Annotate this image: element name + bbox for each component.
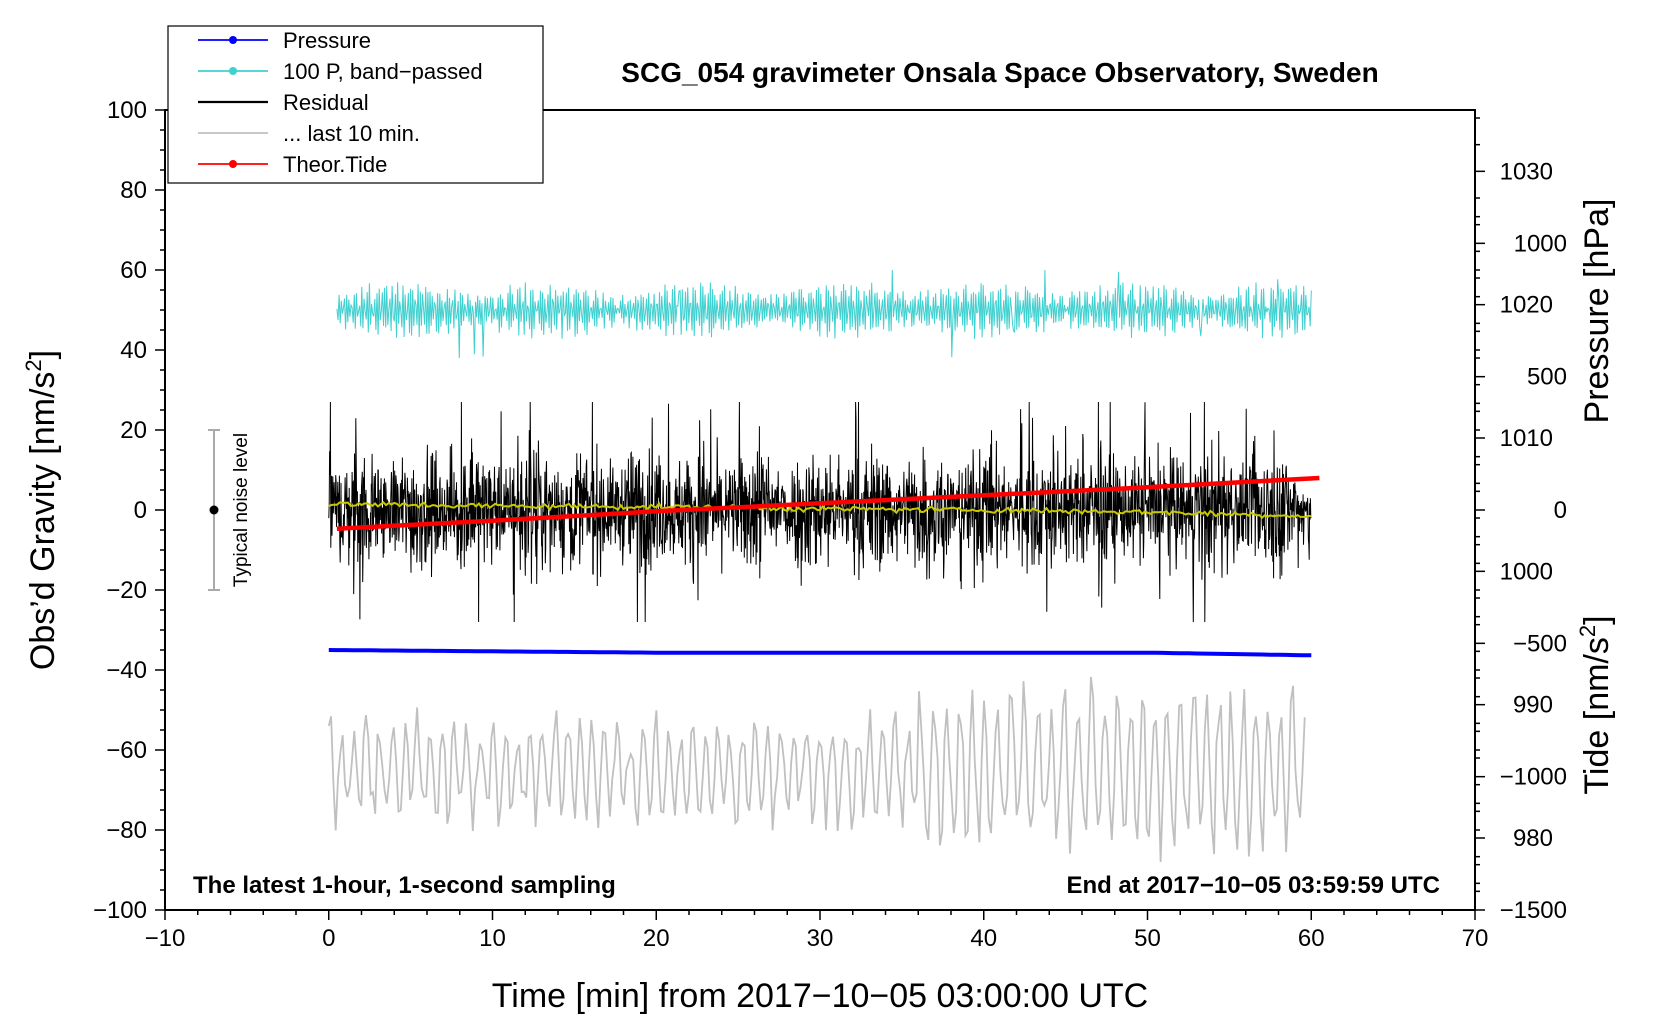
series-theor-tide-line bbox=[336, 475, 1320, 531]
legend-item: Theor.Tide bbox=[198, 152, 387, 177]
x-tick-label: 30 bbox=[807, 925, 834, 952]
y-tick-label: 20 bbox=[120, 417, 147, 444]
y-tick-label: 100 bbox=[107, 97, 147, 124]
x-tick-label: 0 bbox=[322, 925, 335, 952]
legend-item: 100 P, band−passed bbox=[198, 59, 483, 84]
pressure-tick-label: 1030 bbox=[1500, 158, 1553, 185]
pressure-tick-label: 1020 bbox=[1500, 292, 1553, 319]
legend-marker bbox=[229, 67, 237, 75]
legend-marker bbox=[229, 160, 237, 168]
tide-tick-label: −1000 bbox=[1500, 764, 1567, 791]
y-tick-label: −100 bbox=[93, 897, 147, 924]
series-residual-smoothed bbox=[328, 500, 1312, 519]
tide-axis-ticks: 1000 500 0 −500 −1000 −1500 bbox=[1475, 215, 1567, 924]
legend-label: Theor.Tide bbox=[283, 152, 387, 177]
series-pressure-band-passed bbox=[336, 269, 1312, 359]
tide-tick-label: 500 bbox=[1527, 364, 1567, 391]
x-tick-label: 60 bbox=[1298, 925, 1325, 952]
y-tick-label: −80 bbox=[106, 817, 147, 844]
series-pressure-band-passed-line bbox=[336, 269, 1312, 359]
pressure-tick-label: 990 bbox=[1513, 692, 1553, 719]
y-tick-label: 40 bbox=[120, 337, 147, 364]
series-last-10-min-line bbox=[327, 676, 1306, 863]
legend-item: Residual bbox=[198, 90, 369, 115]
pressure-tick-label: 1000 bbox=[1500, 558, 1553, 585]
legend-item: Pressure bbox=[198, 28, 371, 53]
y-tick-label: −20 bbox=[106, 577, 147, 604]
pressure-tick-label: 980 bbox=[1513, 825, 1553, 852]
pressure-axis-ticks: 1030 1020 1010 1000 990 980 bbox=[1475, 117, 1553, 893]
x-axis-label: Time [min] from 2017−10−05 03:00:00 UTC bbox=[492, 977, 1148, 1015]
series-pressure-line bbox=[328, 648, 1312, 658]
legend-item: ... last 10 min. bbox=[198, 121, 420, 146]
annotation-sampling: The latest 1-hour, 1-second sampling bbox=[193, 872, 616, 899]
y-tick-label: −60 bbox=[106, 737, 147, 764]
legend-marker bbox=[229, 36, 237, 44]
y-axis-label-left: Obs’d Gravity [nm/s2] bbox=[21, 350, 62, 670]
series-residual-smoothed-line bbox=[328, 500, 1312, 519]
series-last-10-min bbox=[327, 676, 1306, 863]
legend-label: ... last 10 min. bbox=[283, 121, 420, 146]
y-axis-label-pressure: Pressure [hPa] bbox=[1578, 199, 1616, 424]
y-tick-label: 60 bbox=[120, 257, 147, 284]
tide-tick-label: 1000 bbox=[1514, 230, 1567, 257]
y-tick-label: 0 bbox=[134, 497, 147, 524]
legend-label: Pressure bbox=[283, 28, 371, 53]
noise-bar-center-dot bbox=[209, 505, 219, 515]
noise-level-label: Typical noise level bbox=[231, 433, 252, 587]
x-tick-label: 20 bbox=[643, 925, 670, 952]
x-tick-label: 10 bbox=[479, 925, 506, 952]
noise-level-indicator: Typical noise level bbox=[208, 429, 252, 591]
legend-label: 100 P, band−passed bbox=[283, 59, 483, 84]
y-axis-label-tide: Tide [nm/s2] bbox=[1575, 615, 1616, 794]
tide-tick-label: 0 bbox=[1554, 497, 1567, 524]
x-tick-label: 50 bbox=[1134, 925, 1161, 952]
chart-title: SCG_054 gravimeter Onsala Space Observat… bbox=[621, 57, 1378, 88]
tide-tick-label: −500 bbox=[1513, 630, 1567, 657]
tide-tick-label: −1500 bbox=[1500, 897, 1567, 924]
pressure-tick-label: 1010 bbox=[1500, 425, 1553, 452]
y-tick-label: 80 bbox=[120, 177, 147, 204]
legend-box bbox=[167, 25, 544, 184]
series-theor-tide bbox=[336, 475, 1320, 531]
legend: Pressure 100 P, band−passed Residual ... la… bbox=[167, 25, 544, 184]
annotation-end-time: End at 2017−10−05 03:59:59 UTC bbox=[1066, 872, 1440, 899]
x-tick-label: −10 bbox=[145, 925, 186, 952]
x-tick-label: 70 bbox=[1462, 925, 1489, 952]
legend-label: Residual bbox=[283, 90, 369, 115]
x-tick-label: 40 bbox=[970, 925, 997, 952]
y-tick-label: −40 bbox=[106, 657, 147, 684]
y-axis-ticks: 100 80 60 40 20 0 −20 −40 −60 −80 −100 bbox=[93, 97, 165, 924]
series-pressure bbox=[328, 648, 1312, 658]
x-axis-ticks: −10 0 10 20 30 40 50 60 70 bbox=[145, 910, 1489, 952]
